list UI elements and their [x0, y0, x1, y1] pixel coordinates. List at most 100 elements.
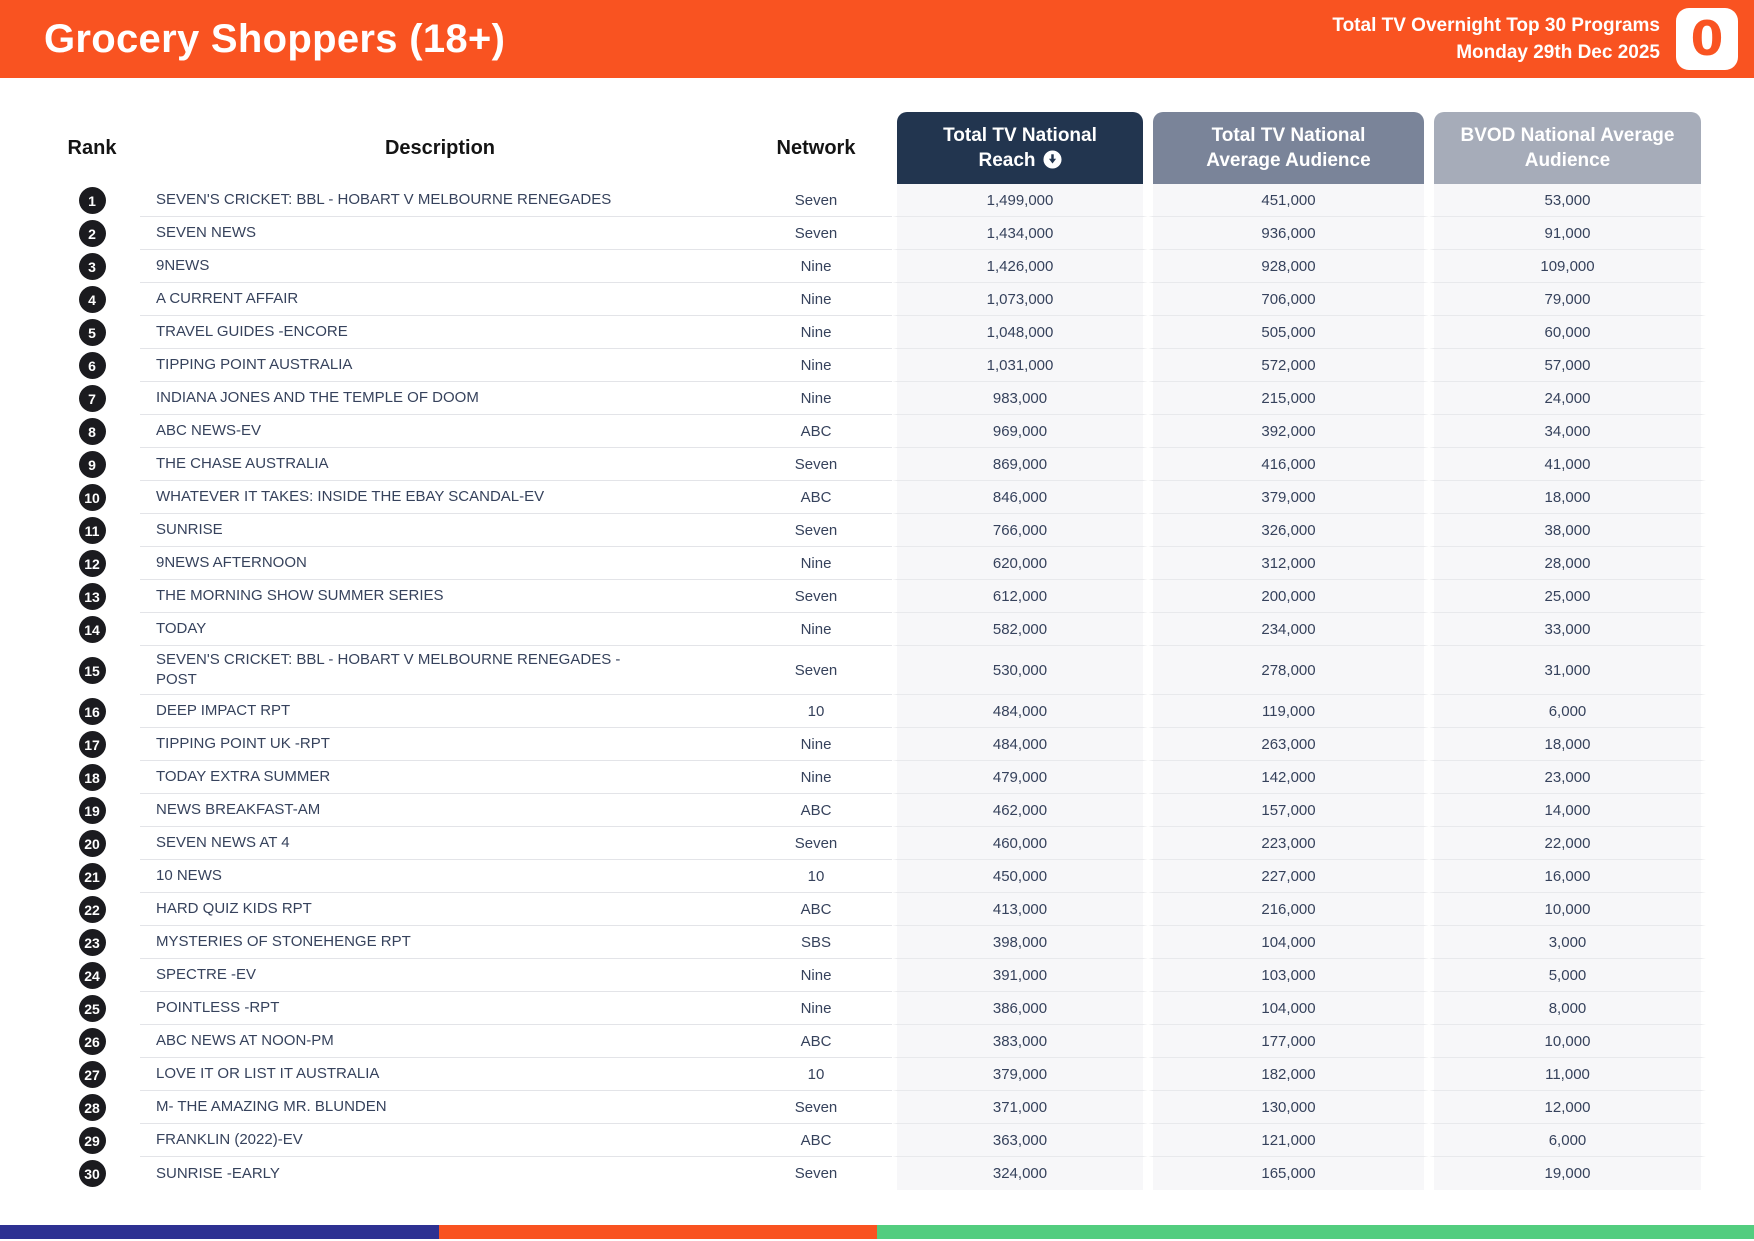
- rank-badge: 12: [78, 550, 106, 577]
- table-row: 10 WHATEVER IT TAKES: INSIDE THE EBAY SC…: [44, 481, 1710, 514]
- table-row: 23 MYSTERIES OF STONEHENGE RPT SBS 398,0…: [44, 926, 1710, 959]
- rank-badge: 23: [78, 929, 106, 956]
- network-cell: Seven: [740, 184, 892, 217]
- description-cell: M- THE AMAZING MR. BLUNDEN: [140, 1091, 740, 1124]
- reach-cell: 1,048,000: [892, 316, 1148, 349]
- rank-badge: 10: [78, 484, 106, 511]
- rank-badge: 4: [78, 286, 106, 313]
- description-cell: 10 NEWS: [140, 860, 740, 893]
- avg-audience-cell: 505,000: [1148, 316, 1429, 349]
- sort-descending-icon[interactable]: [1042, 150, 1062, 169]
- description-cell: NEWS BREAKFAST-AM: [140, 794, 740, 827]
- reach-cell: 413,000: [892, 893, 1148, 926]
- reach-cell: 484,000: [892, 695, 1148, 728]
- bvod-audience-cell: 8,000: [1429, 992, 1706, 1025]
- description-cell: TIPPING POINT AUSTRALIA: [140, 349, 740, 382]
- avg-audience-cell: 936,000: [1148, 217, 1429, 250]
- avg-audience-cell: 451,000: [1148, 184, 1429, 217]
- column-header-description: Description: [384, 136, 496, 159]
- table-row: 24 SPECTRE -EV Nine 391,000 103,000 5,00…: [44, 959, 1710, 992]
- description-cell: 9NEWS: [140, 250, 740, 283]
- rank-badge: 6: [78, 352, 106, 379]
- bvod-audience-cell: 6,000: [1429, 695, 1706, 728]
- reach-cell: 462,000: [892, 794, 1148, 827]
- footer-stripe-green: [877, 1225, 1754, 1239]
- network-cell: Nine: [740, 547, 892, 580]
- rank-cell: 23: [44, 926, 140, 959]
- reach-cell: 479,000: [892, 761, 1148, 794]
- bvod-audience-cell: 23,000: [1429, 761, 1706, 794]
- table-row: 11 SUNRISE Seven 766,000 326,000 38,000: [44, 514, 1710, 547]
- page-title: Grocery Shoppers (18+): [44, 16, 506, 61]
- bvod-audience-cell: 22,000: [1429, 827, 1706, 860]
- rank-cell: 6: [44, 349, 140, 382]
- report-meta: Total TV Overnight Top 30 Programs Monda…: [1332, 12, 1660, 66]
- rank-cell: 15: [44, 646, 140, 695]
- reach-cell: 371,000: [892, 1091, 1148, 1124]
- reach-cell: 1,073,000: [892, 283, 1148, 316]
- description-cell: SEVEN NEWS AT 4: [140, 827, 740, 860]
- bvod-audience-cell: 60,000: [1429, 316, 1706, 349]
- table-row: 1 SEVEN'S CRICKET: BBL - HOBART V MELBOU…: [44, 184, 1710, 217]
- reach-cell: 582,000: [892, 613, 1148, 646]
- rank-cell: 18: [44, 761, 140, 794]
- rank-cell: 24: [44, 959, 140, 992]
- network-cell: Nine: [740, 959, 892, 992]
- description-cell: POINTLESS -RPT: [140, 992, 740, 1025]
- column-header-total-tv-reach[interactable]: Total TV National Reach: [897, 112, 1143, 184]
- table-row: 9 THE CHASE AUSTRALIA Seven 869,000 416,…: [44, 448, 1710, 481]
- description-cell: A CURRENT AFFAIR: [140, 283, 740, 316]
- avg-audience-cell: 200,000: [1148, 580, 1429, 613]
- reach-cell: 1,499,000: [892, 184, 1148, 217]
- rank-badge: 14: [78, 616, 106, 643]
- description-cell: TRAVEL GUIDES -ENCORE: [140, 316, 740, 349]
- rank-badge: 11: [78, 517, 106, 544]
- table-row: 28 M- THE AMAZING MR. BLUNDEN Seven 371,…: [44, 1091, 1710, 1124]
- rank-badge: 15: [78, 657, 106, 684]
- avg-audience-cell: 312,000: [1148, 547, 1429, 580]
- network-cell: Seven: [740, 514, 892, 547]
- rank-badge: 30: [78, 1160, 106, 1187]
- network-cell: 10: [740, 695, 892, 728]
- rank-badge: 27: [78, 1061, 106, 1088]
- rank-cell: 26: [44, 1025, 140, 1058]
- description-cell: THE MORNING SHOW SUMMER SERIES: [140, 580, 740, 613]
- table-row: 6 TIPPING POINT AUSTRALIA Nine 1,031,000…: [44, 349, 1710, 382]
- reach-cell: 1,031,000: [892, 349, 1148, 382]
- description-cell: 9NEWS AFTERNOON: [140, 547, 740, 580]
- description-cell: SUNRISE -EARLY: [156, 1164, 280, 1182]
- avg-audience-cell: 706,000: [1148, 283, 1429, 316]
- table-body: 1 SEVEN'S CRICKET: BBL - HOBART V MELBOU…: [44, 184, 1710, 1190]
- table-row: 2 SEVEN NEWS Seven 1,434,000 936,000 91,…: [44, 217, 1710, 250]
- oztam-logo-glyph: 0: [1690, 11, 1724, 67]
- column-header-total-tv-avg-audience[interactable]: Total TV National Average Audience: [1153, 112, 1424, 184]
- avg-audience-cell: 165,000: [1148, 1157, 1429, 1190]
- bvod-audience-cell: 109,000: [1429, 250, 1706, 283]
- rank-cell: 25: [44, 992, 140, 1025]
- table-row: 29 FRANKLIN (2022)-EV ABC 363,000 121,00…: [44, 1124, 1710, 1157]
- column-header-bvod-avg-audience[interactable]: BVOD National Average Audience: [1434, 112, 1701, 184]
- rank-cell: 4: [44, 283, 140, 316]
- rank-badge: 8: [78, 418, 106, 445]
- rank-badge: 19: [78, 797, 106, 824]
- table-row: 3 9NEWS Nine 1,426,000 928,000 109,000: [44, 250, 1710, 283]
- table-row: 19 NEWS BREAKFAST-AM ABC 462,000 157,000…: [44, 794, 1710, 827]
- avg-audience-cell: 142,000: [1148, 761, 1429, 794]
- bvod-header-label: BVOD National Average Audience: [1460, 125, 1675, 171]
- rank-badge: 5: [78, 319, 106, 346]
- bvod-audience-cell: 91,000: [1429, 217, 1706, 250]
- bvod-audience-cell: 18,000: [1429, 481, 1706, 514]
- reach-cell: 969,000: [892, 415, 1148, 448]
- network-cell: Nine: [740, 992, 892, 1025]
- rank-cell: 11: [44, 514, 140, 547]
- bvod-audience-cell: 79,000: [1429, 283, 1706, 316]
- description-cell: ABC NEWS AT NOON-PM: [140, 1025, 740, 1058]
- rank-cell: 8: [44, 415, 140, 448]
- reach-cell: 620,000: [892, 547, 1148, 580]
- description-cell: LOVE IT OR LIST IT AUSTRALIA: [140, 1058, 740, 1091]
- network-cell: Seven: [794, 1165, 838, 1182]
- table-row: 17 TIPPING POINT UK -RPT Nine 484,000 26…: [44, 728, 1710, 761]
- rank-cell: 30: [44, 1157, 140, 1190]
- reach-cell: 869,000: [892, 448, 1148, 481]
- column-header-rank: Rank: [67, 136, 117, 159]
